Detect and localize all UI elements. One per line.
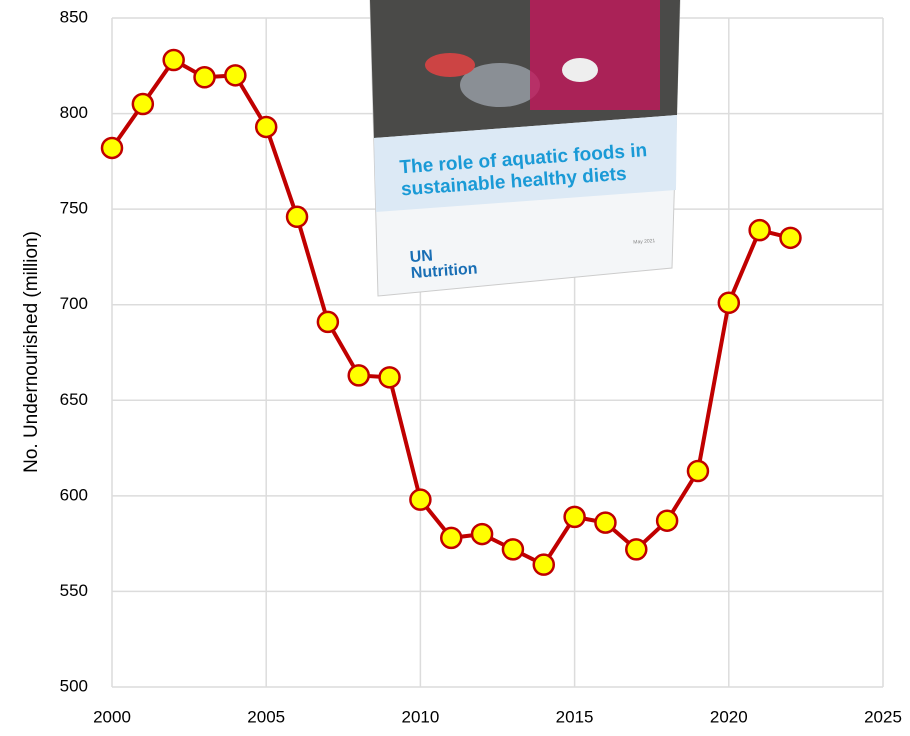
cover-date: May 2021	[633, 238, 656, 246]
y-tick-label: 850	[60, 7, 88, 26]
cover-logo: Nutrition	[410, 260, 478, 282]
data-point	[224, 64, 247, 87]
data-point	[378, 366, 401, 389]
photo-plate	[425, 53, 475, 77]
y-tick-label: 750	[60, 199, 88, 218]
x-tick-label: 2015	[556, 707, 594, 726]
x-tick-label: 2000	[93, 707, 131, 726]
photo-bowl	[460, 63, 540, 107]
x-tick-label: 2010	[401, 707, 439, 726]
data-point	[193, 66, 216, 89]
data-point	[254, 115, 278, 139]
y-tick-label: 550	[60, 581, 88, 600]
y-tick-label: 800	[60, 103, 88, 122]
data-point	[285, 205, 309, 229]
data-point	[625, 538, 648, 561]
photo-bag	[562, 58, 598, 82]
data-point	[563, 505, 586, 529]
data-point	[655, 509, 679, 532]
cover-logo: UN	[409, 248, 433, 267]
data-point	[162, 48, 185, 72]
photo-cloth	[530, 0, 660, 110]
data-point	[594, 511, 617, 534]
data-point	[439, 526, 463, 550]
report-cover: The role of aquatic foods in sustainable…	[369, 0, 681, 297]
data-point	[100, 136, 124, 160]
data-point	[347, 364, 370, 387]
data-point	[779, 226, 802, 250]
data-point	[316, 310, 340, 334]
x-tick-label: 2025	[864, 707, 902, 726]
cover-band	[374, 115, 677, 212]
y-axis-label: No. Undernourished (million)	[21, 231, 42, 473]
y-tick-label: 600	[60, 485, 88, 504]
data-point	[717, 291, 741, 315]
data-point	[470, 522, 494, 546]
y-tick-label: 700	[60, 294, 88, 313]
data-point	[409, 488, 432, 511]
x-tick-label: 2020	[710, 707, 748, 726]
y-tick-label: 500	[60, 676, 88, 695]
data-point	[131, 92, 155, 116]
data-point	[686, 459, 710, 483]
data-point	[501, 538, 525, 561]
data-point	[748, 218, 771, 242]
y-tick-label: 650	[60, 390, 88, 409]
data-point	[532, 553, 556, 576]
x-tick-label: 2005	[247, 707, 285, 726]
